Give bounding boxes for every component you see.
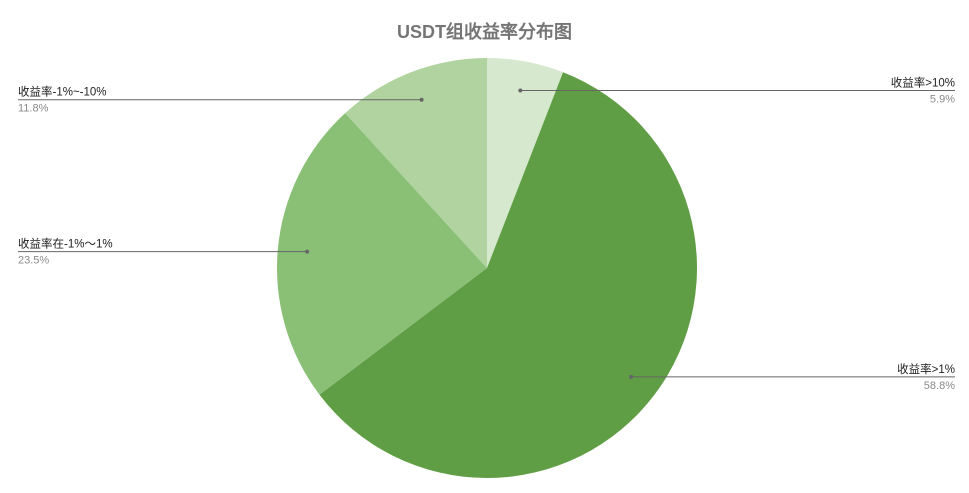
- pie-slice: [345, 58, 487, 268]
- slice-label: 收益率在-1%～1%: [18, 237, 113, 251]
- chart-title: USDT组收益率分布图: [397, 22, 572, 42]
- slice-label: 收益率>10%: [891, 76, 955, 90]
- slice-label: 收益率>1%: [897, 362, 955, 376]
- leader-dot: [629, 374, 634, 379]
- slice-percent: 58.8%: [924, 380, 955, 392]
- pie-slice: [487, 58, 564, 268]
- pie-slice: [319, 72, 697, 479]
- slice-label: 收益率-1%~-10%: [18, 85, 107, 99]
- slice-percent: 11.8%: [18, 103, 49, 115]
- leader-dot: [305, 249, 310, 254]
- leader-dot: [518, 88, 523, 93]
- leader-dot: [419, 97, 424, 102]
- slice-percent: 5.9%: [930, 94, 955, 106]
- pie-slice: [276, 113, 487, 395]
- slice-percent: 23.5%: [18, 255, 49, 267]
